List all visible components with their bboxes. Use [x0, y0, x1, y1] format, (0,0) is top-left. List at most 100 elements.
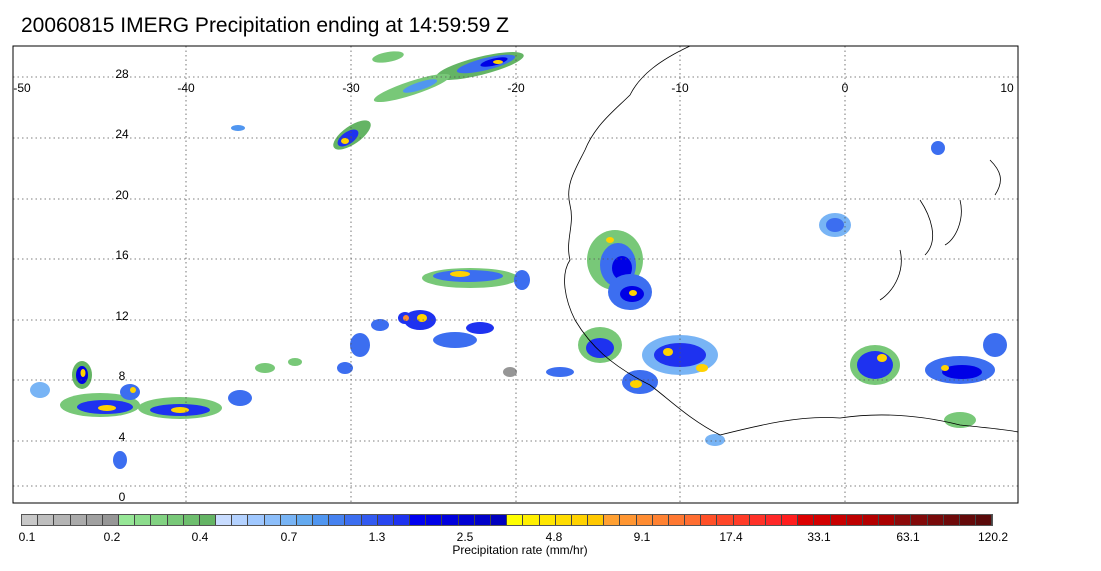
- colorbar-label: 0.1: [18, 530, 36, 544]
- colorbar-swatch: [313, 515, 330, 525]
- colorbar-swatch: [765, 515, 783, 525]
- rain-band-interior: [503, 141, 1007, 446]
- colorbar-label: 17.4: [719, 530, 743, 544]
- lon-tick-label: -50: [13, 81, 31, 95]
- lat-tick-label: 12: [115, 309, 129, 323]
- colorbar-swatch: [636, 515, 653, 525]
- colorbar-swatch: [377, 515, 394, 525]
- colorbar-swatch: [539, 515, 556, 525]
- colorbar-swatch: [361, 515, 378, 525]
- colorbar-label: 0.7: [280, 530, 298, 544]
- lat-tick-label: 20: [115, 188, 129, 202]
- colorbar-swatch: [701, 515, 718, 525]
- colorbar-swatch: [199, 515, 217, 525]
- lon-tick-label: -30: [342, 81, 360, 95]
- colorbar-label: 1.3: [368, 530, 386, 544]
- rain-band-atlantic-west: [30, 358, 302, 469]
- map-frame: [12, 45, 1019, 504]
- colorbar-swatch: [151, 515, 168, 525]
- colorbar-swatch: [733, 515, 750, 525]
- colorbar-swatch: [264, 515, 281, 525]
- colorbar-swatch: [685, 515, 702, 525]
- coastline: [564, 46, 1018, 436]
- colorbar-swatch: [393, 515, 411, 525]
- colorbar-swatch: [571, 515, 589, 525]
- colorbar-swatch: [135, 515, 152, 525]
- lon-tick-label: -10: [671, 81, 689, 95]
- colorbar: [21, 514, 993, 526]
- colorbar-swatch: [329, 515, 346, 525]
- colorbar-label: 0.2: [103, 530, 121, 544]
- colorbar-swatch: [490, 515, 508, 525]
- colorbar-swatch: [620, 515, 637, 525]
- lat-tick-label: 4: [119, 430, 126, 444]
- colorbar-label: 0.4: [191, 530, 209, 544]
- colorbar-swatch: [474, 515, 491, 525]
- colorbar-label: 9.1: [633, 530, 651, 544]
- lat-tick-labels: 0 4 8 12 16 20 24 28: [115, 67, 129, 504]
- colorbar-swatch: [248, 515, 265, 525]
- lon-tick-label: 10: [1000, 81, 1014, 95]
- colorbar-label: 33.1: [807, 530, 831, 544]
- colorbar-label: 63.1: [896, 530, 920, 544]
- colorbar-swatch: [830, 515, 847, 525]
- colorbar-swatch: [976, 515, 993, 525]
- colorbar-swatch: [959, 515, 977, 525]
- colorbar-swatch: [54, 515, 71, 525]
- colorbar-swatch: [523, 515, 540, 525]
- rain-band-north: [231, 51, 524, 150]
- colorbar-swatch: [86, 515, 103, 525]
- colorbar-swatch: [345, 515, 362, 525]
- colorbar-swatch: [749, 515, 766, 525]
- colorbar-label: 120.2: [977, 530, 1009, 544]
- colorbar-swatch: [555, 515, 572, 525]
- colorbar-swatch: [668, 515, 686, 525]
- colorbar-swatch: [846, 515, 863, 525]
- colorbar-swatch: [862, 515, 880, 525]
- colorbar-swatch: [798, 515, 815, 525]
- gridlines: [13, 46, 1018, 503]
- lat-tick-label: 8: [119, 369, 126, 383]
- colorbar-swatch: [119, 515, 136, 525]
- rain-band-itcz: [337, 268, 530, 374]
- colorbar-swatch: [426, 515, 443, 525]
- precipitation-field: [30, 51, 1007, 469]
- colorbar-swatch: [879, 515, 896, 525]
- colorbar-swatch: [38, 515, 55, 525]
- lon-tick-label: 0: [842, 81, 849, 95]
- colorbar-swatch: [911, 515, 928, 525]
- colorbar-title: Precipitation rate (mm/hr): [452, 543, 588, 557]
- colorbar-swatch: [22, 515, 39, 525]
- colorbar-swatch: [410, 515, 427, 525]
- colorbar-swatch: [216, 515, 233, 525]
- colorbar-swatch: [442, 515, 459, 525]
- lat-tick-label: 28: [115, 67, 129, 81]
- colorbar-swatch: [652, 515, 669, 525]
- lat-tick-label: 16: [115, 248, 129, 262]
- lon-tick-label: -20: [507, 81, 525, 95]
- map-title: 20060815 IMERG Precipitation ending at 1…: [21, 14, 509, 37]
- colorbar-swatch: [296, 515, 314, 525]
- colorbar-swatch: [507, 515, 524, 525]
- colorbar-swatch: [183, 515, 200, 525]
- lat-tick-label: 0: [119, 490, 126, 504]
- colorbar-swatch: [717, 515, 734, 525]
- colorbar-swatch: [458, 515, 475, 525]
- colorbar-swatch: [102, 515, 120, 525]
- lat-tick-label: 24: [115, 127, 129, 141]
- colorbar-swatch: [167, 515, 184, 525]
- colorbar-swatch: [70, 515, 87, 525]
- colorbar-swatch: [782, 515, 799, 525]
- colorbar-label: 2.5: [456, 530, 474, 544]
- lon-tick-label: -40: [177, 81, 195, 95]
- colorbar-swatch: [943, 515, 960, 525]
- colorbar-label: 4.8: [545, 530, 563, 544]
- colorbar-swatch: [814, 515, 831, 525]
- colorbar-swatch: [895, 515, 912, 525]
- colorbar-swatch: [604, 515, 621, 525]
- colorbar-swatch: [232, 515, 249, 525]
- rain-band-west-africa: [546, 230, 718, 394]
- colorbar-swatch: [280, 515, 297, 525]
- colorbar-swatch: [588, 515, 605, 525]
